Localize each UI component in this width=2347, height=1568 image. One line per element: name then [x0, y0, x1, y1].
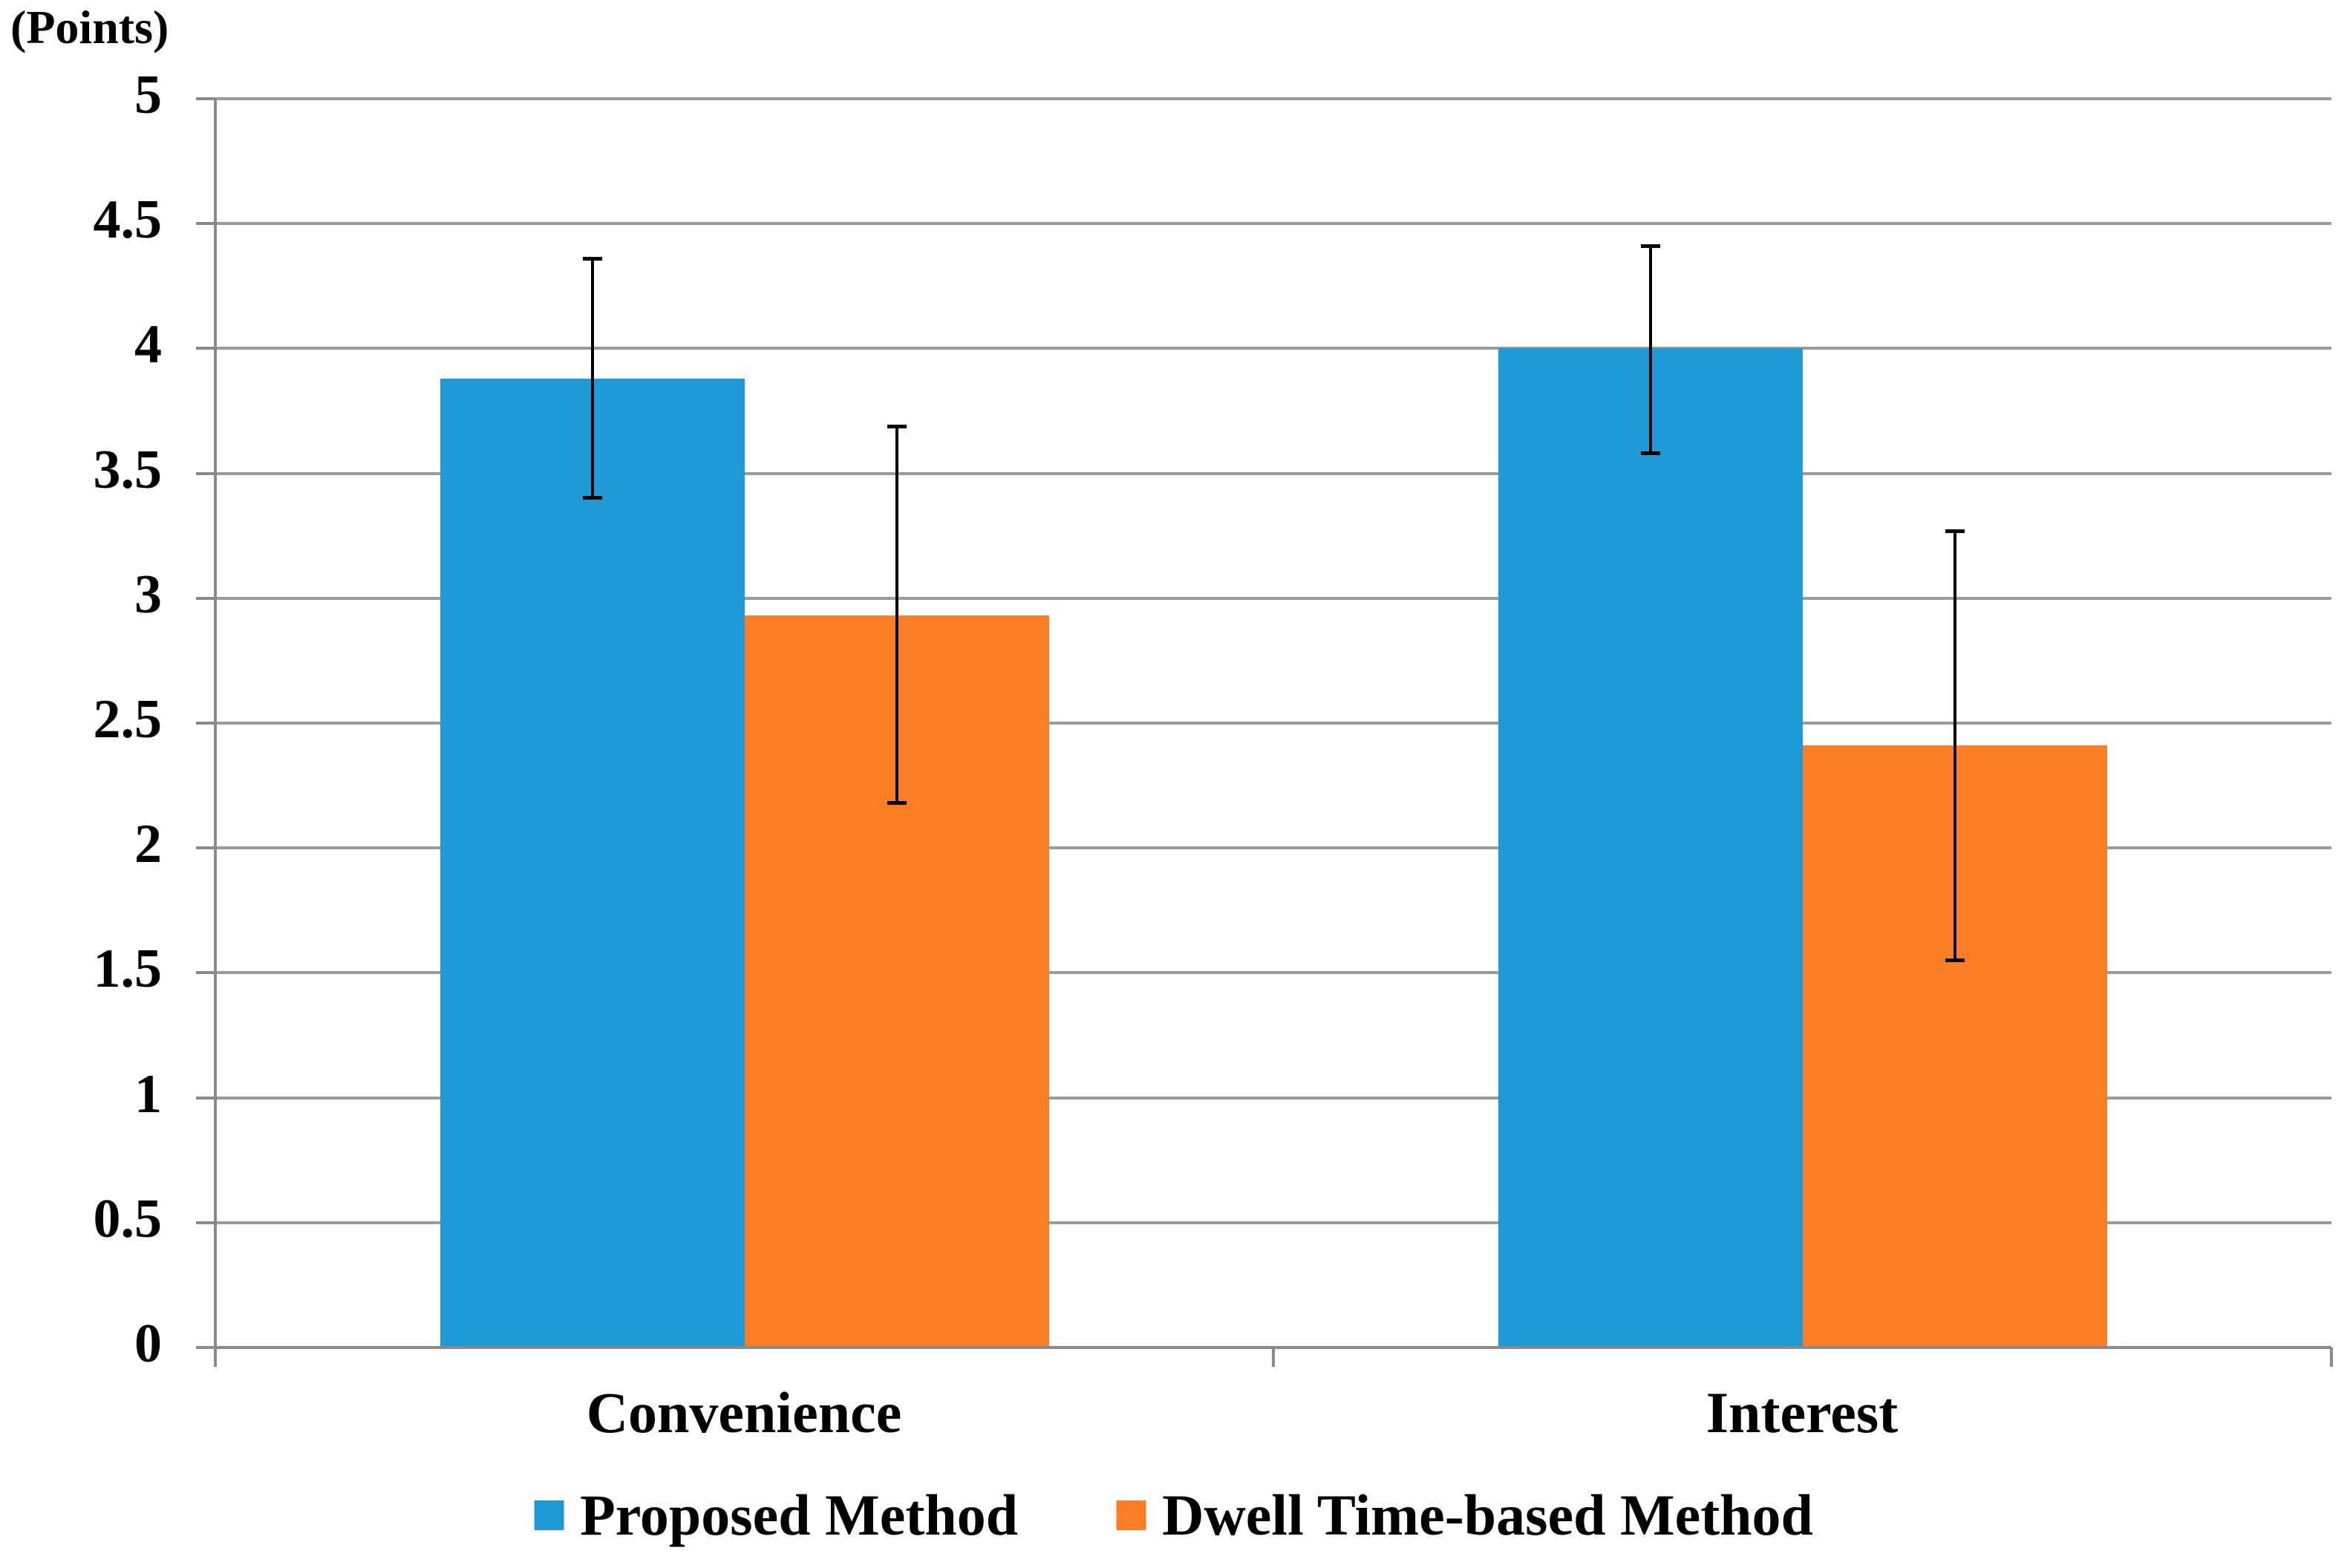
gridline	[215, 971, 2331, 975]
y-tick-label: 4.5	[93, 189, 163, 251]
x-axis-tick	[2330, 1348, 2333, 1367]
y-axis-tick	[196, 971, 215, 975]
error-bar-line-dwell-time-based-method-convenience	[895, 425, 898, 803]
error-bar-line-proposed-method-interest	[1648, 246, 1652, 454]
y-tick-label: 1	[134, 1063, 162, 1125]
error-bar-cap-bottom	[582, 496, 602, 500]
y-tick-label: 3	[134, 564, 162, 625]
error-bar-line-dwell-time-based-method-interest	[1953, 530, 1956, 961]
legend: Proposed Method Dwell Time-based Method	[534, 1486, 1813, 1544]
gridline	[215, 347, 2331, 350]
error-bar-cap-bottom	[1945, 958, 1965, 962]
y-axis-tick	[196, 1096, 215, 1100]
x-category-label-interest: Interest	[1705, 1380, 1899, 1445]
gridline	[215, 1221, 2331, 1224]
y-tick-label: 3.5	[93, 439, 163, 500]
error-bar-cap-bottom	[1640, 451, 1660, 455]
legend-swatch-blue-icon	[534, 1500, 564, 1530]
error-bar-cap-top	[1945, 529, 1965, 533]
gridline	[215, 596, 2331, 600]
legend-item-proposed-method: Proposed Method	[534, 1486, 1018, 1544]
bar-proposed-method-convenience	[440, 378, 745, 1348]
y-tick-label: 2	[134, 814, 162, 875]
legend-item-dwell-time-based-method: Dwell Time-based Method	[1116, 1486, 1813, 1544]
x-category-label-convenience: Convenience	[586, 1380, 902, 1445]
y-axis-tick	[196, 1221, 215, 1224]
y-axis-tick	[196, 222, 215, 226]
y-tick-label: 5	[134, 65, 162, 125]
gridline	[215, 846, 2331, 850]
y-tick-label: 0.5	[93, 1188, 163, 1250]
error-bar-cap-bottom	[887, 800, 907, 805]
y-axis-tick	[196, 596, 215, 600]
gridline	[215, 722, 2331, 725]
gridline	[215, 222, 2331, 226]
legend-swatch-orange-icon	[1116, 1500, 1146, 1530]
y-axis-tick	[196, 471, 215, 475]
gridline	[215, 97, 2331, 100]
y-axis-tick	[196, 97, 215, 100]
y-axis-line	[214, 99, 217, 1367]
error-bar-line-proposed-method-convenience	[590, 258, 594, 499]
y-tick-label: 4	[134, 314, 162, 376]
gridline	[215, 1096, 2331, 1100]
gridline	[215, 471, 2331, 475]
y-axis-tick	[196, 347, 215, 350]
x-axis-tick	[1272, 1348, 1275, 1367]
y-axis-tick	[196, 1346, 215, 1349]
y-tick-label: 2.5	[93, 689, 163, 750]
y-axis-title: (Points)	[10, 1, 169, 53]
error-bar-cap-top	[1640, 244, 1660, 249]
error-bar-cap-top	[582, 257, 602, 261]
legend-label-dwell-time-based-method: Dwell Time-based Method	[1162, 1483, 1813, 1547]
y-axis-tick	[196, 846, 215, 850]
y-tick-label: 1.5	[93, 938, 163, 1000]
y-axis-tick	[196, 722, 215, 725]
legend-label-proposed-method: Proposed Method	[580, 1483, 1019, 1547]
error-bar-cap-top	[887, 424, 907, 428]
y-tick-label: 0	[134, 1313, 162, 1374]
x-axis-tick	[214, 1348, 217, 1367]
bar-proposed-method-interest	[1498, 348, 1803, 1348]
